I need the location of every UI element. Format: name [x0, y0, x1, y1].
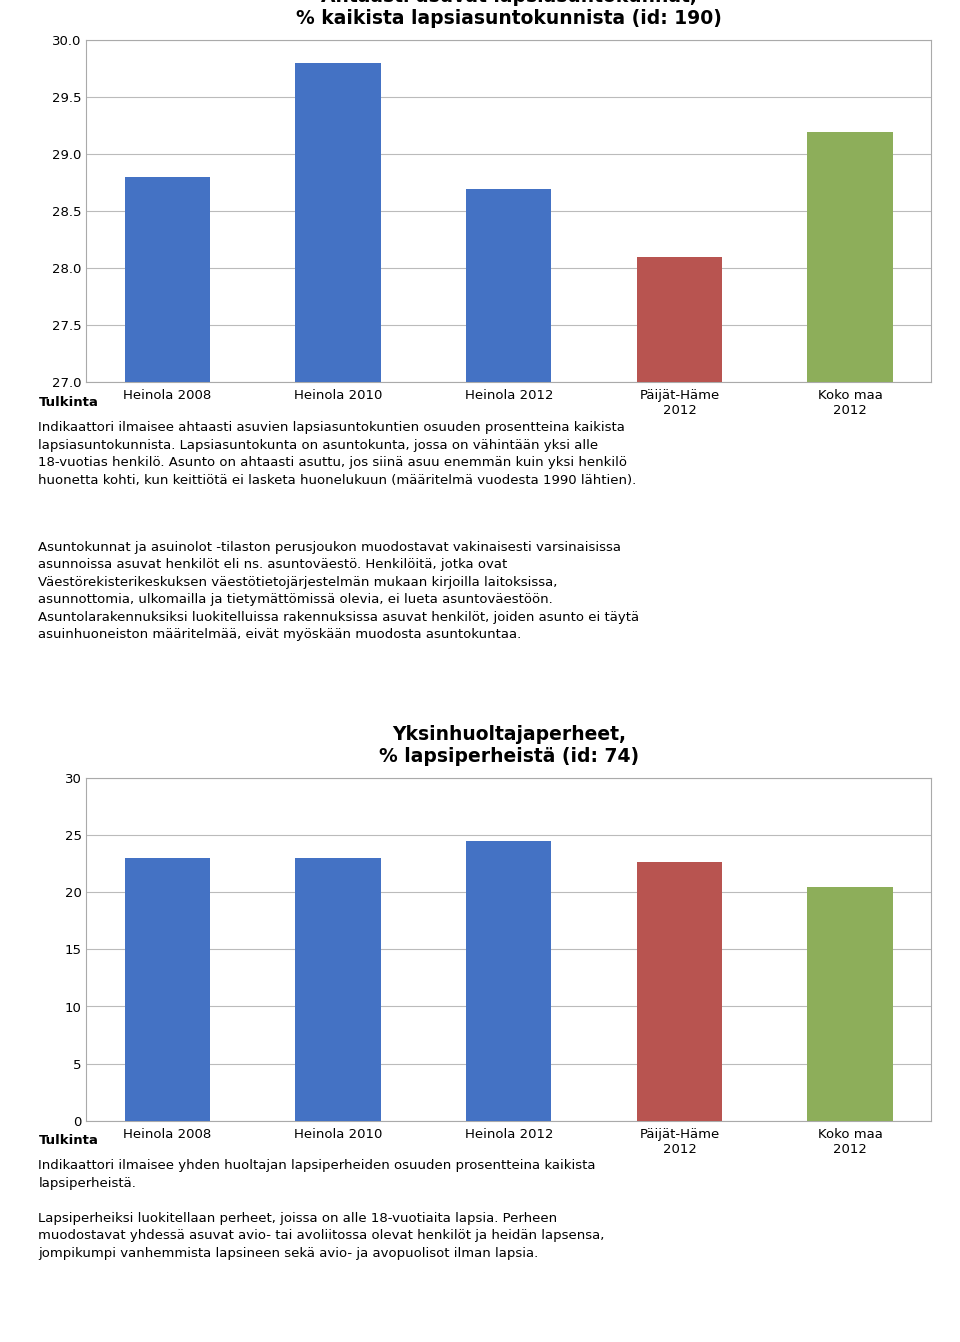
- Bar: [467, 189, 551, 382]
- Bar: [807, 887, 893, 1121]
- Text: Asuntokunnat ja asuinolot -tilaston perusjoukon muodostavat vakinaisesti varsina: Asuntokunnat ja asuinolot -tilaston peru…: [38, 541, 639, 641]
- Bar: [125, 859, 210, 1121]
- Bar: [636, 258, 722, 382]
- Title: Yksinhuoltajaperheet,
% lapsiperheistä (id: 74): Yksinhuoltajaperheet, % lapsiperheistä (…: [379, 725, 638, 766]
- Text: Tulkinta: Tulkinta: [38, 396, 98, 409]
- Bar: [807, 132, 893, 382]
- Title: Ahtaasti asuvat lapsiasuntokunnat,
% kaikista lapsiasuntokunnista (id: 190): Ahtaasti asuvat lapsiasuntokunnat, % kai…: [296, 0, 722, 28]
- Bar: [467, 841, 551, 1121]
- Bar: [636, 862, 722, 1121]
- Text: Indikaattori ilmaisee ahtaasti asuvien lapsiasuntokuntien osuuden prosentteina k: Indikaattori ilmaisee ahtaasti asuvien l…: [38, 421, 636, 487]
- Text: Indikaattori ilmaisee yhden huoltajan lapsiperheiden osuuden prosentteina kaikis: Indikaattori ilmaisee yhden huoltajan la…: [38, 1159, 596, 1190]
- Text: Lapsiperheiksi luokitellaan perheet, joissa on alle 18-vuotiaita lapsia. Perheen: Lapsiperheiksi luokitellaan perheet, joi…: [38, 1212, 605, 1260]
- Bar: [125, 177, 210, 382]
- Bar: [296, 63, 381, 382]
- Bar: [296, 859, 381, 1121]
- Text: Tulkinta: Tulkinta: [38, 1134, 98, 1147]
